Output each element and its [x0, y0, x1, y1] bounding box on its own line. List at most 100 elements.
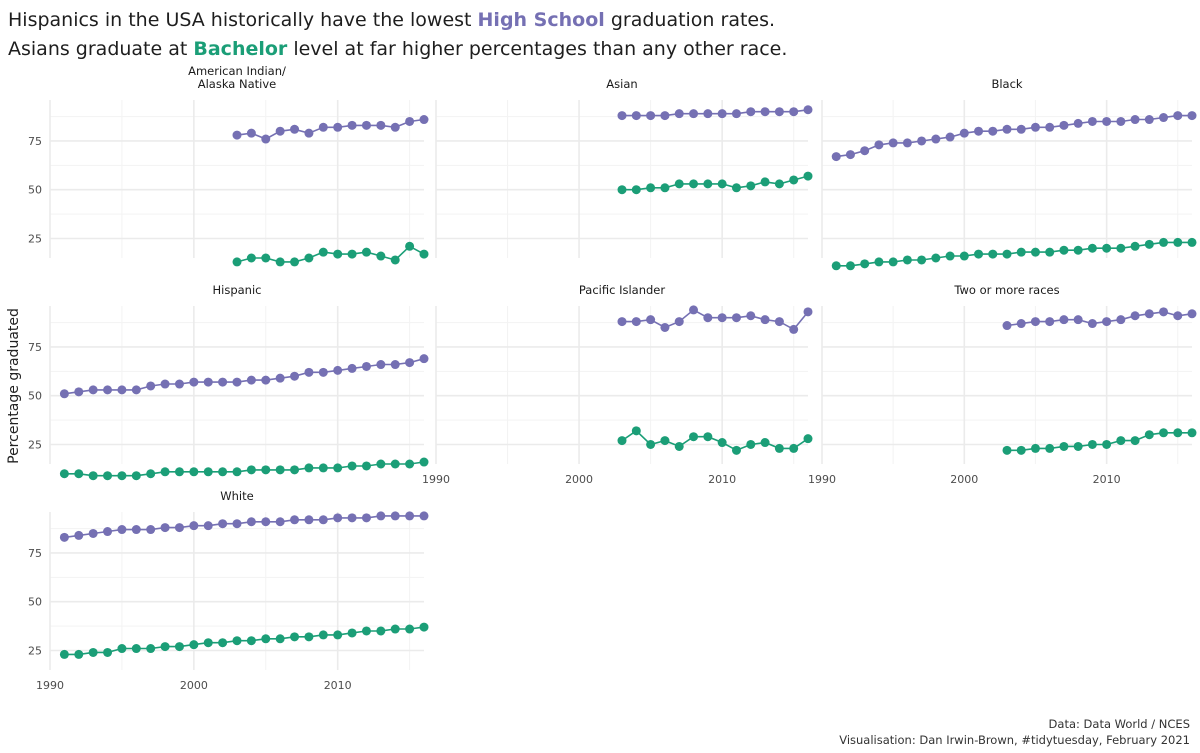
facet-label: White	[220, 489, 253, 503]
bachelor-point	[1002, 445, 1012, 455]
caption-credit: Visualisation: Dan Irwin-Brown, #tidytue…	[839, 733, 1190, 747]
bachelor-point	[1030, 443, 1040, 453]
bachelor-point	[731, 445, 741, 455]
high-school-point	[674, 317, 684, 327]
bachelor-point	[689, 179, 699, 189]
bachelor-point	[103, 471, 113, 481]
high-school-point	[246, 517, 256, 527]
x-tick-label: 1990	[422, 473, 450, 486]
bachelor-point	[218, 638, 228, 648]
bachelor-point	[1116, 436, 1126, 446]
bachelor-point	[232, 636, 242, 646]
high-school-point	[674, 109, 684, 119]
caption: Data: Data World / NCES Visualisation: D…	[839, 716, 1190, 748]
bachelor-point	[803, 434, 813, 444]
bachelor-point	[361, 247, 371, 257]
bachelor-point	[974, 249, 984, 259]
bachelor-point	[646, 439, 656, 449]
bachelor-point	[333, 463, 343, 473]
high-school-point	[275, 373, 285, 383]
bachelor-point	[347, 249, 357, 259]
high-school-point	[1173, 311, 1183, 321]
y-tick-label: 50	[28, 184, 42, 197]
bachelor-point	[803, 171, 813, 181]
high-school-point	[275, 126, 285, 136]
bachelor-point	[405, 624, 415, 634]
high-school-point	[1045, 317, 1055, 327]
high-school-point	[660, 322, 670, 332]
high-school-point	[218, 519, 228, 529]
high-school-point	[860, 146, 870, 156]
bachelor-point	[1130, 241, 1140, 251]
high-school-point	[1116, 315, 1126, 325]
bachelor-point	[1102, 243, 1112, 253]
high-school-point	[246, 128, 256, 138]
bachelor-point	[74, 469, 84, 479]
high-school-point	[318, 367, 328, 377]
high-school-point	[1059, 120, 1069, 130]
high-school-point	[1073, 315, 1083, 325]
bachelor-point	[1159, 428, 1169, 438]
bachelor-point	[731, 183, 741, 193]
bachelor-point	[246, 636, 256, 646]
high-school-point	[160, 523, 170, 533]
bachelor-point	[1116, 243, 1126, 253]
high-school-point	[146, 525, 156, 535]
bachelor-point	[160, 467, 170, 477]
high-school-point	[203, 377, 213, 387]
bachelor-point	[318, 630, 328, 640]
y-tick-label: 50	[28, 596, 42, 609]
high-school-point	[988, 126, 998, 136]
bachelor-point	[146, 644, 156, 654]
high-school-point	[117, 385, 127, 395]
high-school-point	[902, 138, 912, 148]
bachelor-point	[174, 467, 184, 477]
bachelor-point	[703, 179, 713, 189]
gridlines	[435, 100, 808, 258]
high-school-point	[390, 122, 400, 132]
high-school-point	[1030, 317, 1040, 327]
high-school-point	[290, 371, 300, 381]
x-tick-label: 1990	[808, 473, 836, 486]
bachelor-point	[1130, 436, 1140, 446]
panel-white: White 25 50 75 1990 2000 2010	[28, 489, 429, 692]
bachelor-point	[88, 471, 98, 481]
high-school-point	[803, 105, 813, 115]
bachelor-point	[760, 177, 770, 187]
bachelor-point	[617, 185, 627, 195]
high-school-point	[290, 515, 300, 525]
high-school-point	[376, 360, 386, 370]
high-school-point	[646, 111, 656, 121]
bachelor-point	[646, 183, 656, 193]
high-school-point	[189, 521, 199, 531]
bachelor-point	[746, 439, 756, 449]
high-school-point	[1002, 124, 1012, 134]
high-school-point	[888, 138, 898, 148]
high-school-point	[304, 515, 314, 525]
bachelor-point	[275, 465, 285, 475]
high-school-point	[774, 317, 784, 327]
bachelor-point	[131, 471, 141, 481]
bachelor-point	[760, 438, 770, 448]
high-school-point	[1159, 307, 1169, 317]
high-school-point	[717, 109, 727, 119]
high-school-point	[232, 130, 242, 140]
high-school-point	[218, 377, 228, 387]
high-school-point	[59, 389, 69, 399]
high-school-point	[333, 365, 343, 375]
y-tick-label: 75	[28, 341, 42, 354]
high-school-point	[261, 134, 271, 144]
bachelor-point	[888, 257, 898, 267]
bachelor-point	[774, 443, 784, 453]
gridlines	[821, 100, 1192, 258]
bachelor-point	[232, 467, 242, 477]
high-school-point	[131, 525, 141, 535]
facet-label: Alaska Native	[198, 77, 277, 91]
bachelor-point	[405, 459, 415, 469]
bachelor-point	[160, 642, 170, 652]
bachelor-point	[1045, 443, 1055, 453]
x-tick-label: 1990	[36, 679, 64, 692]
high-school-point	[304, 128, 314, 138]
bachelor-point	[1030, 247, 1040, 257]
high-school-point	[361, 120, 371, 130]
